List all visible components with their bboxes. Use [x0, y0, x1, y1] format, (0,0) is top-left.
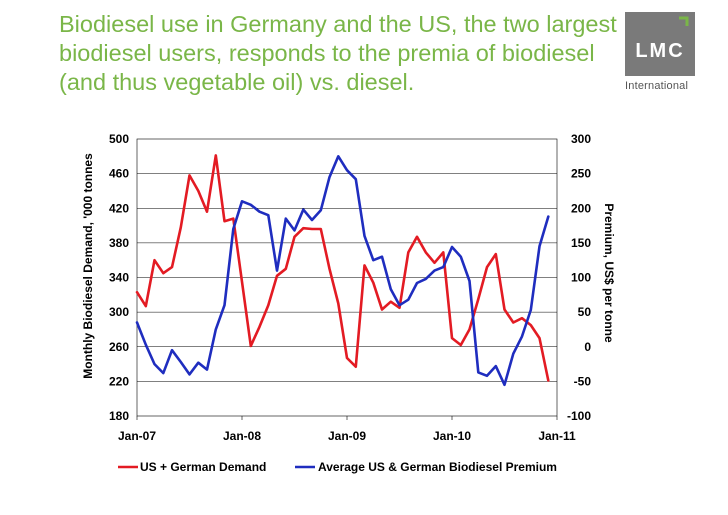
series-group — [135, 154, 550, 387]
y-tick-label: 260 — [109, 340, 129, 354]
x-tick-label: Jan-07 — [118, 429, 156, 443]
series-line-premium — [135, 155, 550, 387]
y2-tick-label: 0 — [584, 340, 591, 354]
legend-label: US + German Demand — [140, 460, 266, 474]
logo-corner-mark — [679, 16, 689, 26]
legend-label: Average US & German Biodiesel Premium — [318, 460, 557, 474]
y2-tick-label: 300 — [571, 132, 591, 146]
logo-block — [625, 12, 695, 76]
right-axis-ticks: 300 250 200 150 100 50 0 -50 -100 — [567, 132, 591, 423]
y-axis-label: Monthly Biodiesel Demand, '000 tonnes — [81, 153, 95, 379]
y2-tick-label: 150 — [571, 236, 591, 250]
gridlines — [137, 173, 557, 382]
slide-title: Biodiesel use in Germany and the US, the… — [59, 11, 617, 95]
series-line-demand — [135, 154, 550, 382]
y2-axis-label: Premium, US$ per tonne — [602, 203, 616, 343]
y2-tick-label: 250 — [571, 167, 591, 181]
x-tick-label: Jan-09 — [328, 429, 366, 443]
logo-subtext: International — [625, 80, 689, 92]
legend: US + German Demand Average US & German Bi… — [118, 460, 557, 474]
y-tick-label: 380 — [109, 236, 129, 250]
y-tick-label: 300 — [109, 305, 129, 319]
logo-text: LMC — [635, 40, 684, 62]
y-tick-label: 340 — [109, 271, 129, 285]
left-axis-ticks: 500 460 420 380 340 300 260 220 180 — [109, 132, 129, 423]
y2-tick-label: 200 — [571, 201, 591, 215]
y-tick-label: 180 — [109, 409, 129, 423]
y-tick-label: 460 — [109, 167, 129, 181]
x-tick-label: Jan-11 — [538, 429, 576, 443]
x-axis-ticks: Jan-07 Jan-08 Jan-09 Jan-10 Jan-11 — [118, 416, 576, 443]
y-tick-label: 420 — [109, 201, 129, 215]
y-tick-label: 220 — [109, 374, 129, 388]
y2-tick-label: 50 — [578, 305, 592, 319]
lmc-logo: LMC — [625, 12, 695, 76]
y2-tick-label: -100 — [567, 409, 591, 423]
y-tick-label: 500 — [109, 132, 129, 146]
y2-tick-label: 100 — [571, 271, 591, 285]
x-tick-label: Jan-10 — [433, 429, 471, 443]
x-tick-label: Jan-08 — [223, 429, 261, 443]
y2-tick-label: -50 — [574, 374, 592, 388]
